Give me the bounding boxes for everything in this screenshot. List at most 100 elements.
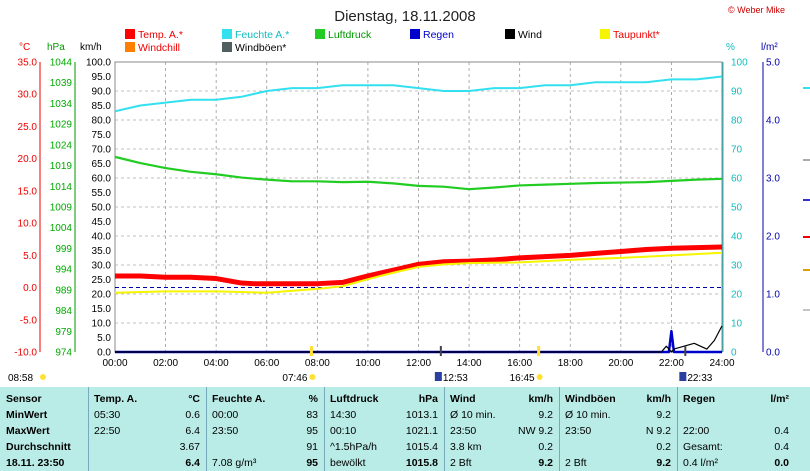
chart-title: Dienstag, 18.11.2008 xyxy=(334,8,476,25)
temp-axis-unit: °C xyxy=(19,42,30,53)
statistics-table: Sensor Temp. A. °C Feuchte A.% Luftdruck hPa W… xyxy=(0,387,810,471)
humidity-tick-label: 60 xyxy=(731,174,743,185)
wind-tick-label: 25.0 xyxy=(92,275,112,286)
stat-cell-value: 3.67 xyxy=(179,441,200,453)
legend-label: Luftdruck xyxy=(328,29,372,41)
stat-cell-label: Ø 10 min. xyxy=(450,409,496,421)
series-line xyxy=(115,244,723,287)
column-divider xyxy=(88,387,89,471)
legend-swatch xyxy=(222,29,232,39)
stat-cell-label: 23:50 xyxy=(450,425,477,437)
x-tick-label: 10:00 xyxy=(355,358,380,369)
stat-cell-value: 9.2 xyxy=(538,457,553,469)
stat-cell-label: 23:50 xyxy=(565,425,592,437)
stat-cell-label: 00:00 xyxy=(212,409,239,421)
pressure-tick-label: 1029 xyxy=(50,120,73,131)
wind-tick-label: 100.0 xyxy=(86,58,111,69)
rain-tick-label: 4.0 xyxy=(766,116,780,127)
stat-cell-label: 3.8 km xyxy=(450,441,482,453)
stat-cell-label: 2 Bft xyxy=(565,457,587,469)
humidity-tick-label: 80 xyxy=(731,116,743,127)
legend-swatch xyxy=(125,42,135,52)
sunrise-sun-icon xyxy=(309,374,316,380)
stat-cell-value: 95 xyxy=(306,425,318,437)
stat-cell-value: 1021.1 xyxy=(405,425,438,437)
stat-cell-label: ^1.5hPa/h xyxy=(330,441,377,453)
wind-tick-label: 90.0 xyxy=(92,87,112,98)
x-tick-label: 12:00 xyxy=(406,358,431,369)
legend-swatch xyxy=(315,29,325,39)
pressure-tick-label: 1019 xyxy=(50,161,73,172)
humidity-tick-label: 70 xyxy=(731,145,743,156)
column-divider xyxy=(559,387,560,471)
wind-tick-label: 0.0 xyxy=(97,348,111,359)
temp-tick-label: -10.0 xyxy=(14,348,37,359)
humidity-tick-label: 50 xyxy=(731,203,743,214)
humidity-tick-label: 20 xyxy=(731,290,743,301)
temp-tick-label: 5.0 xyxy=(23,251,37,262)
stat-cell-value: 0.0 xyxy=(774,457,789,469)
x-tick-label: 18:00 xyxy=(558,358,583,369)
header-unit: km/h xyxy=(646,393,671,405)
x-tick-label: 02:00 xyxy=(153,358,178,369)
grid xyxy=(39,62,764,352)
header-label: Luftdruck xyxy=(330,393,379,405)
x-tick-label: 24:00 xyxy=(709,358,734,369)
stat-cell-value: 0.6 xyxy=(185,409,200,421)
stat-cell-value: 0.4 xyxy=(774,441,789,453)
stat-cell-label: 00:10 xyxy=(330,425,357,437)
stat-cell-value: 9.2 xyxy=(656,457,671,469)
pressure-tick-label: 1014 xyxy=(50,182,73,193)
temp-tick-label: 0.0 xyxy=(23,283,37,294)
column-divider xyxy=(677,387,678,471)
moonset-moon-icon xyxy=(434,372,442,381)
wind-tick-label: 15.0 xyxy=(92,304,112,315)
legend-label: Taupunkt* xyxy=(613,29,660,41)
stat-cell-value: 9.2 xyxy=(656,409,671,421)
moonrise-time: 22:33 xyxy=(687,373,712,384)
rain-tick-label: 5.0 xyxy=(766,58,780,69)
stat-cell-label: 22:50 xyxy=(94,425,121,437)
humidity-tick-label: 100 xyxy=(731,58,748,69)
humidity-tick-label: 40 xyxy=(731,232,743,243)
series-line xyxy=(114,155,723,191)
x-tick-label: 04:00 xyxy=(204,358,229,369)
header-unit: % xyxy=(308,393,318,405)
x-tick-label: 08:00 xyxy=(305,358,330,369)
rain-tick-label: 3.0 xyxy=(766,174,780,185)
rain-axis-unit: l/m² xyxy=(761,42,778,53)
legend-label: Windchill xyxy=(138,42,180,54)
wind-tick-label: 55.0 xyxy=(92,188,112,199)
stat-cell-label: 7.08 g/m³ xyxy=(212,457,257,469)
column-divider xyxy=(444,387,445,471)
pressure-tick-label: 1039 xyxy=(50,78,73,89)
legend-label: Wind xyxy=(518,29,542,41)
wind-tick-label: 45.0 xyxy=(92,217,112,228)
stat-cell-label: 2 Bft xyxy=(450,457,472,469)
humidity-tick-label: 30 xyxy=(731,261,743,272)
header-unit: km/h xyxy=(528,393,553,405)
x-tick-label: 14:00 xyxy=(457,358,482,369)
temp-tick-label: 15.0 xyxy=(18,186,38,197)
stat-cell-value: 95 xyxy=(306,457,318,469)
series-line xyxy=(114,75,723,113)
wind-axis-unit: km/h xyxy=(80,42,102,53)
row-label: MinWert xyxy=(6,409,48,421)
legend-label: Temp. A.* xyxy=(138,29,183,41)
humidity-tick-label: 10 xyxy=(731,319,743,330)
x-tick-label: 16:00 xyxy=(507,358,532,369)
moonset-time: 12:53 xyxy=(443,373,468,384)
wind-tick-label: 20.0 xyxy=(92,290,112,301)
previous-sun-icon xyxy=(40,374,46,380)
column-divider xyxy=(206,387,207,471)
legend-swatch xyxy=(410,29,420,39)
header-label: Windböen xyxy=(565,393,616,405)
pressure-axis-unit: hPa xyxy=(47,42,65,53)
legend-swatch xyxy=(222,42,232,52)
wind-tick-label: 80.0 xyxy=(92,116,112,127)
legend: Temp. A.* Feuchte A.* Luftdruck Regen Wind Ta… xyxy=(125,29,660,54)
copyright: © Weber Mike xyxy=(728,5,785,15)
rain-tick-label: 1.0 xyxy=(766,290,780,301)
header-sensor: Sensor xyxy=(6,393,42,405)
column-divider xyxy=(324,387,325,471)
